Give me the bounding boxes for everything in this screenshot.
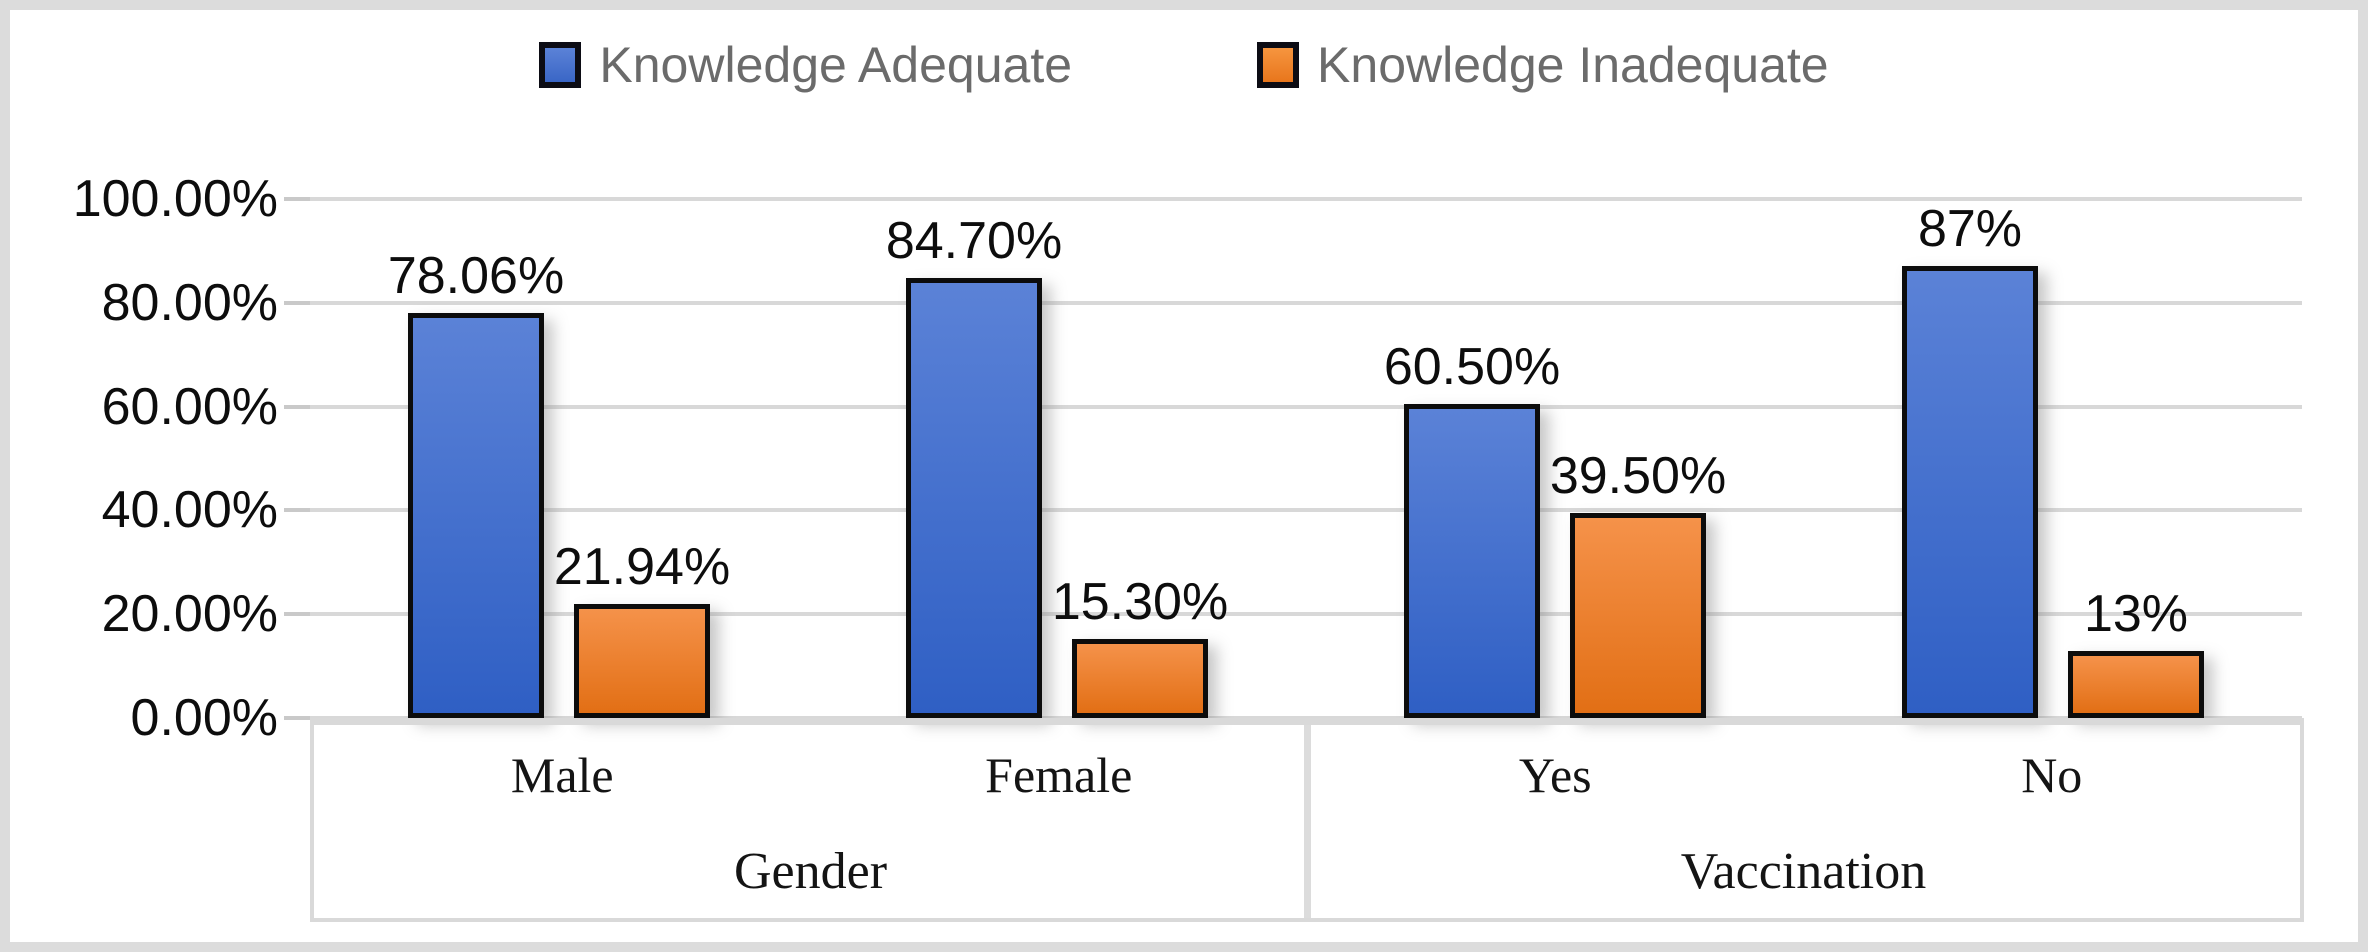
legend-swatch-inadequate-icon [1257, 42, 1300, 88]
bar-female-inadequate: 15.30% [1052, 576, 1228, 718]
category-label-row: Male Female Yes No [314, 725, 2300, 825]
legend-label-adequate: Knowledge Adequate [599, 37, 1073, 93]
group-label-row: Gender Vaccination [314, 825, 2300, 918]
data-label-male-adequate: 78.06% [387, 246, 565, 305]
bar-male-adequate: 78.06% [388, 250, 564, 718]
data-label-female-inadequate: 15.30% [1051, 572, 1229, 631]
bar-group-no: 87% 13% [1898, 199, 2208, 718]
x-group-gender: Gender [733, 843, 888, 901]
plot-area: 78.06% 21.94% 84.70% 15.30% 60.50% 39.50% 87% 1… [284, 197, 2302, 720]
y-tick-label-40: 40.00% [101, 481, 278, 540]
x-group-vaccination: Vaccination [1680, 843, 1927, 901]
x-label-yes: Yes [1518, 747, 1592, 804]
legend-label-inadequate: Knowledge Inadequate [1317, 37, 1829, 93]
y-axis-tick-0 [284, 716, 310, 720]
bar-no-adequate: 87% [1902, 203, 2038, 718]
y-tick-label-80: 80.00% [101, 273, 278, 332]
gridline-100 [310, 197, 2302, 201]
bar-female-adequate: 84.70% [886, 215, 1062, 718]
bar-yes-inadequate: 39.50% [1550, 450, 1726, 718]
legend-item-knowledge-adequate: Knowledge Adequate [539, 40, 1072, 90]
legend-item-knowledge-inadequate: Knowledge Inadequate [1257, 40, 1829, 90]
chart-legend: Knowledge Adequate Knowledge Inadequate [10, 40, 2358, 90]
x-label-female: Female [985, 747, 1133, 804]
bar-group-male: 78.06% 21.94% [388, 199, 730, 718]
data-label-no-inadequate: 13% [2083, 584, 2189, 643]
x-label-no: No [2021, 747, 2083, 804]
y-axis-tick-60 [284, 404, 310, 409]
data-label-female-adequate: 84.70% [885, 212, 1063, 271]
y-axis-tick-20 [284, 612, 310, 617]
bar-no-inadequate: 13% [2068, 588, 2204, 718]
group-divider-line [1304, 725, 1311, 918]
bar-male-inadequate: 21.94% [554, 541, 730, 718]
data-label-no-adequate: 87% [1917, 200, 2023, 259]
y-tick-label-100: 100.00% [72, 170, 278, 228]
x-label-male: Male [510, 747, 614, 804]
y-axis-tick-100 [284, 197, 310, 201]
legend-swatch-adequate-icon [539, 42, 582, 88]
y-axis-tick-80 [284, 300, 310, 305]
gridline-40 [310, 508, 2302, 513]
gridline-60 [310, 404, 2302, 409]
data-label-yes-inadequate: 39.50% [1549, 447, 1727, 505]
y-tick-label-60: 60.00% [101, 377, 278, 436]
gridline-20 [310, 612, 2302, 617]
x-axis-table: Male Female Yes No Gender Vaccination [310, 718, 2304, 922]
data-label-yes-adequate: 60.50% [1383, 338, 1561, 397]
y-axis: 0.00% 20.00% 40.00% 60.00% 80.00% 100.00% [10, 170, 278, 747]
data-label-male-inadequate: 21.94% [553, 538, 731, 597]
bar-group-female: 84.70% 15.30% [886, 199, 1228, 718]
y-tick-label-0: 0.00% [130, 689, 278, 747]
gridline-80 [310, 300, 2302, 305]
bar-yes-adequate: 60.50% [1384, 341, 1560, 718]
y-axis-tick-40 [284, 508, 310, 513]
bar-group-yes: 60.50% 39.50% [1384, 199, 1726, 718]
y-tick-label-20: 20.00% [101, 585, 278, 644]
